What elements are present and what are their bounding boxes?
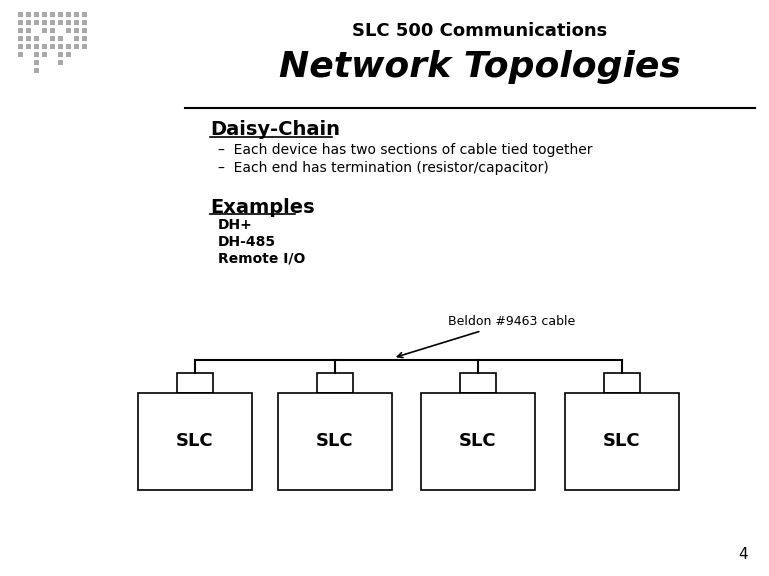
Text: Examples: Examples (210, 198, 315, 217)
Bar (34, 52, 39, 57)
Bar (82, 12, 87, 17)
Text: SLC: SLC (603, 433, 641, 450)
Bar (58, 12, 63, 17)
Bar (50, 12, 55, 17)
Bar (42, 52, 47, 57)
Bar (34, 60, 39, 65)
Text: 4: 4 (738, 547, 748, 562)
Bar (42, 12, 47, 17)
Bar (177, 373, 213, 393)
Bar (18, 52, 23, 57)
Text: DH+: DH+ (218, 218, 253, 232)
Bar (34, 20, 39, 25)
Bar (66, 44, 71, 49)
Text: SLC 500 Communications: SLC 500 Communications (352, 22, 608, 40)
Bar (18, 28, 23, 33)
Bar (604, 373, 640, 393)
Bar (74, 12, 79, 17)
Bar (74, 36, 79, 41)
Bar (42, 28, 47, 33)
Bar (50, 28, 55, 33)
Bar (66, 12, 71, 17)
Bar (34, 12, 39, 17)
Bar (58, 20, 63, 25)
Bar (317, 373, 353, 393)
Bar (74, 20, 79, 25)
Bar (50, 44, 55, 49)
Bar (58, 36, 63, 41)
Bar (74, 44, 79, 49)
Text: Network Topologies: Network Topologies (279, 50, 681, 84)
Bar (460, 373, 496, 393)
Bar (66, 52, 71, 57)
Bar (42, 44, 47, 49)
Text: DH-485: DH-485 (218, 235, 276, 249)
Bar (278, 393, 392, 490)
Text: Beldon #9463 cable: Beldon #9463 cable (398, 315, 575, 358)
Bar (82, 44, 87, 49)
Text: Daisy-Chain: Daisy-Chain (210, 120, 340, 139)
Text: SLC: SLC (459, 433, 497, 450)
Bar (42, 20, 47, 25)
Bar (26, 28, 31, 33)
Bar (58, 52, 63, 57)
Bar (34, 68, 39, 73)
Bar (66, 20, 71, 25)
Bar (74, 28, 79, 33)
Bar (18, 20, 23, 25)
Bar (34, 44, 39, 49)
Bar (138, 393, 252, 490)
Bar (50, 20, 55, 25)
Bar (18, 44, 23, 49)
Bar (26, 36, 31, 41)
Bar (82, 28, 87, 33)
Text: SLC: SLC (316, 433, 354, 450)
Bar (34, 36, 39, 41)
Text: –  Each device has two sections of cable tied together: – Each device has two sections of cable … (218, 143, 592, 157)
Bar (565, 393, 679, 490)
Text: SLC: SLC (176, 433, 214, 450)
Bar (82, 36, 87, 41)
Bar (421, 393, 535, 490)
Bar (66, 28, 71, 33)
Bar (82, 20, 87, 25)
Bar (18, 36, 23, 41)
Bar (26, 20, 31, 25)
Bar (58, 44, 63, 49)
Bar (50, 36, 55, 41)
Text: Remote I/O: Remote I/O (218, 252, 305, 266)
Bar (18, 12, 23, 17)
Text: –  Each end has termination (resistor/capacitor): – Each end has termination (resistor/cap… (218, 161, 549, 175)
Bar (26, 44, 31, 49)
Bar (26, 12, 31, 17)
Bar (58, 60, 63, 65)
